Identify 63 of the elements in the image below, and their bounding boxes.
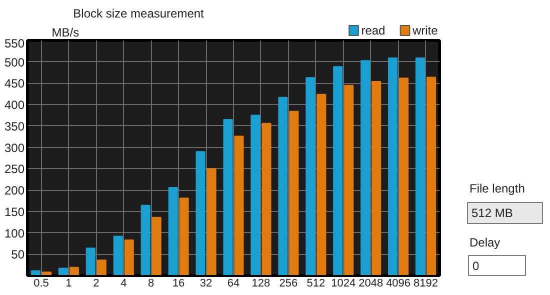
bar [223, 119, 233, 276]
x-tick-label: 128 [252, 278, 270, 290]
x-tick-label: 16 [172, 278, 185, 290]
x-tick-label: 0.5 [34, 278, 49, 290]
bar [234, 136, 244, 276]
y-tick-label: 150 [4, 204, 25, 219]
x-tick-label: 1024 [331, 278, 356, 290]
x-tick-label: 4 [120, 278, 127, 290]
x-tick-label: 64 [227, 278, 240, 290]
y-tick-label: 450 [4, 76, 25, 91]
x-tick-label: 256 [279, 278, 298, 290]
legend-label: read [361, 24, 386, 38]
bar [152, 216, 162, 276]
x-tick-label: 32 [200, 278, 212, 290]
bar [250, 114, 260, 276]
legend-label: write [411, 24, 438, 38]
y-tick-label: 550 [4, 36, 25, 50]
bar [42, 272, 52, 276]
bar [278, 96, 288, 276]
bar [316, 94, 326, 276]
bar [262, 122, 272, 276]
bar [124, 240, 134, 276]
y-tick-label: 400 [4, 98, 25, 112]
x-tick-label: 8192 [414, 278, 438, 290]
bar [113, 236, 123, 276]
y-tick-label: 200 [4, 184, 25, 198]
bar [372, 81, 382, 276]
bar [168, 186, 178, 276]
bar [86, 248, 96, 276]
bar [69, 266, 79, 276]
y-axis-title: MB/s [52, 26, 80, 40]
bar [179, 198, 189, 276]
bar [360, 60, 370, 276]
y-tick-label: 50 [11, 248, 25, 262]
text: Block size measurement [73, 6, 205, 20]
text: 0 [472, 259, 480, 273]
y-tick-label: 500 [4, 55, 25, 70]
y-tick-label: 100 [4, 226, 25, 240]
bar [206, 168, 216, 276]
x-tick-label: 4096 [386, 278, 411, 290]
bar [388, 58, 398, 276]
bar [399, 78, 409, 276]
bar [289, 110, 299, 276]
y-tick-label: 300 [4, 140, 25, 155]
bar [196, 151, 206, 276]
x-tick-label: 512 [306, 278, 326, 290]
x-tick-label: 2048 [358, 278, 384, 290]
text: Delay [470, 236, 500, 250]
y-tick-label: 250 [4, 162, 25, 176]
y-tick-label: 350 [4, 119, 25, 134]
bar [58, 268, 68, 276]
bar [415, 58, 426, 276]
bar [333, 66, 343, 276]
text: 512 MB [472, 206, 513, 220]
x-tick-label: 2 [93, 278, 100, 290]
bar [426, 76, 436, 276]
bar [344, 84, 354, 276]
x-tick-label: 1 [66, 278, 72, 290]
bar [140, 204, 150, 276]
x-tick-label: 8 [148, 278, 154, 290]
text: File length [470, 182, 525, 196]
bar [96, 260, 106, 276]
bar [306, 77, 316, 276]
